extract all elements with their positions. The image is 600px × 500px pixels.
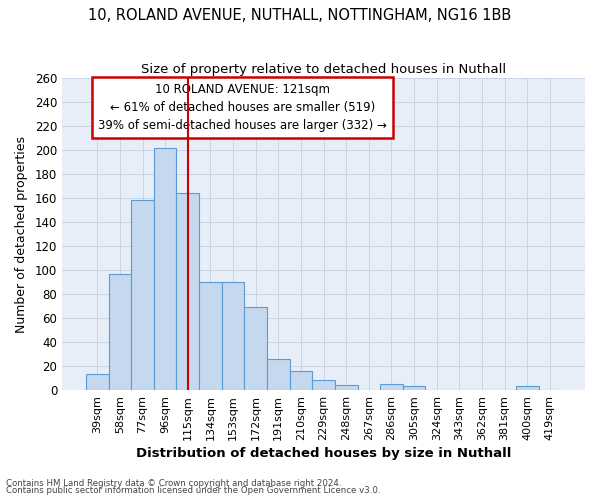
Bar: [516, 386, 539, 390]
Y-axis label: Number of detached properties: Number of detached properties: [15, 136, 28, 332]
Bar: [290, 371, 312, 390]
Bar: [199, 282, 222, 390]
Bar: [86, 374, 109, 390]
Bar: [403, 386, 425, 390]
Bar: [312, 380, 335, 390]
Bar: [335, 386, 358, 390]
Bar: [267, 359, 290, 390]
Bar: [131, 200, 154, 390]
Text: 10, ROLAND AVENUE, NUTHALL, NOTTINGHAM, NG16 1BB: 10, ROLAND AVENUE, NUTHALL, NOTTINGHAM, …: [88, 8, 512, 22]
X-axis label: Distribution of detached houses by size in Nuthall: Distribution of detached houses by size …: [136, 447, 511, 460]
Text: 10 ROLAND AVENUE: 121sqm
← 61% of detached houses are smaller (519)
39% of semi-: 10 ROLAND AVENUE: 121sqm ← 61% of detach…: [98, 82, 387, 132]
Bar: [380, 384, 403, 390]
Bar: [109, 274, 131, 390]
Bar: [176, 194, 199, 390]
Bar: [244, 308, 267, 390]
Title: Size of property relative to detached houses in Nuthall: Size of property relative to detached ho…: [141, 62, 506, 76]
Text: Contains public sector information licensed under the Open Government Licence v3: Contains public sector information licen…: [6, 486, 380, 495]
Bar: [222, 282, 244, 390]
Text: Contains HM Land Registry data © Crown copyright and database right 2024.: Contains HM Land Registry data © Crown c…: [6, 478, 341, 488]
Bar: [154, 148, 176, 390]
